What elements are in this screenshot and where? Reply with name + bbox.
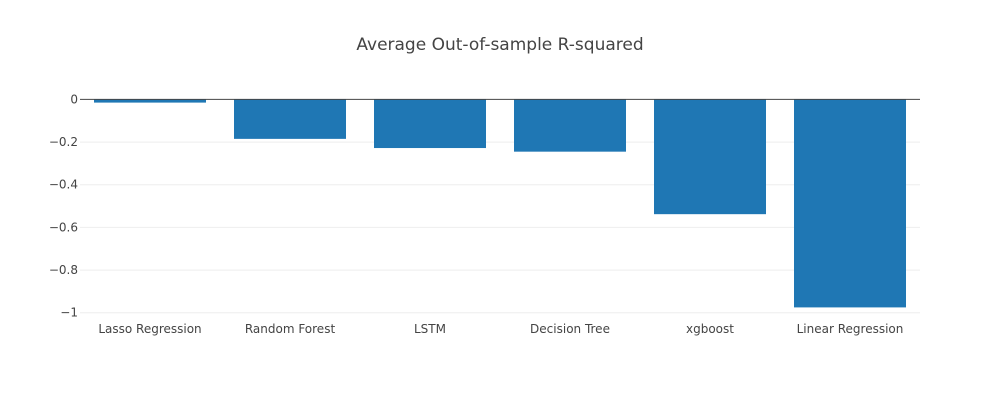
bar-random-forest[interactable]: [234, 99, 346, 139]
x-tick-label: Random Forest: [245, 322, 336, 336]
chart-title: Average Out-of-sample R-squared: [356, 35, 643, 55]
gridlines: [80, 141, 920, 314]
x-tick-label: Linear Regression: [797, 322, 904, 336]
x-tick-label: xgboost: [686, 322, 734, 336]
y-tick-label: −0.6: [49, 220, 78, 234]
x-tick-label: LSTM: [414, 322, 446, 336]
x-tick-label: Lasso Regression: [98, 322, 201, 336]
y-tick-label: −0.4: [49, 178, 78, 192]
x-axis-ticks: Lasso Regression Random Forest LSTM Decisio…: [98, 322, 903, 336]
y-tick-label: −0.8: [49, 263, 78, 277]
y-tick-label: −1: [60, 306, 78, 320]
y-axis-ticks: 0 −0.2 −0.4 −0.6 −0.8 −1: [49, 92, 78, 319]
bar-decision-tree[interactable]: [514, 99, 626, 152]
bar-lasso-regression[interactable]: [94, 99, 206, 103]
y-tick-label: 0: [70, 92, 78, 106]
bar-lstm[interactable]: [374, 99, 486, 149]
bar-linear-regression[interactable]: [794, 99, 906, 308]
bar-xgboost[interactable]: [654, 99, 766, 215]
y-tick-label: −0.2: [49, 135, 78, 149]
x-tick-label: Decision Tree: [530, 322, 610, 336]
bars: [94, 99, 906, 308]
